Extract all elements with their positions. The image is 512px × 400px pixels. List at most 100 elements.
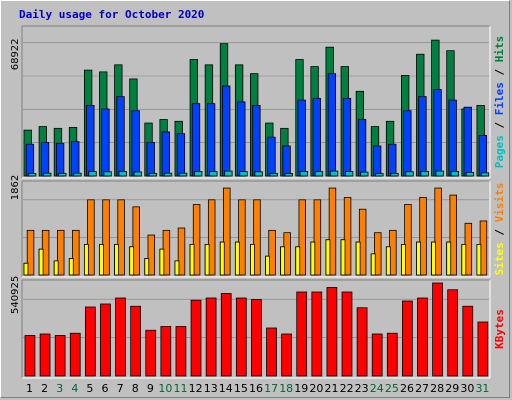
x-tick-label: 23 xyxy=(355,382,369,395)
x-tick-label: 30 xyxy=(460,382,474,395)
visits-bar xyxy=(449,194,457,276)
pages-bar xyxy=(420,171,429,177)
x-tick-label: 26 xyxy=(400,382,414,395)
pages-bar xyxy=(405,171,414,177)
visits-bar xyxy=(87,199,95,276)
sites-bar-front xyxy=(461,244,467,276)
visits-bar xyxy=(177,227,186,276)
x-tick-label: 15 xyxy=(234,382,248,395)
kbytes-bar xyxy=(447,289,459,377)
x-tick-label: 1 xyxy=(26,382,33,395)
x-tick-label: 2 xyxy=(41,382,48,395)
sites-bar-front xyxy=(401,244,406,276)
sites-bar-front xyxy=(83,244,89,276)
sites-bar-front xyxy=(385,246,391,276)
kbytes-bar xyxy=(462,305,474,377)
files-bar xyxy=(252,105,261,177)
kbytes-bar xyxy=(477,321,489,377)
pages-bar xyxy=(329,170,339,177)
kbytes-bar xyxy=(251,299,262,377)
sites-bar-front xyxy=(355,241,361,276)
pages-bar xyxy=(194,171,203,177)
kbytes-bar xyxy=(296,291,308,377)
visits-bar xyxy=(343,197,352,276)
kbytes-bar xyxy=(24,335,36,377)
sites-bar-front xyxy=(265,255,270,276)
files-bar xyxy=(237,101,246,177)
pages-bar xyxy=(299,171,309,177)
kbytes-bar xyxy=(371,333,383,377)
pages-bar xyxy=(88,171,97,177)
legend-files: Files xyxy=(493,82,506,115)
panel-1-ymax-label: 68922 xyxy=(10,38,21,70)
pages-bar xyxy=(450,171,460,177)
files-bar xyxy=(131,110,140,177)
visits-bar xyxy=(298,199,306,276)
x-tick-label: 25 xyxy=(385,382,399,395)
visits-bar xyxy=(117,199,125,276)
sites-bar-front xyxy=(174,260,180,276)
x-tick-label: 28 xyxy=(430,382,444,395)
sites-bar-front xyxy=(68,258,74,276)
pages-bar xyxy=(435,170,444,177)
sites-bar-front xyxy=(250,244,255,276)
kbytes-bar xyxy=(326,287,338,377)
legend-sites: Sites xyxy=(493,242,506,275)
kbytes-bar xyxy=(84,306,96,377)
x-tick-label: 11 xyxy=(174,382,188,395)
legend-kbytes: KBytes xyxy=(493,309,506,349)
x-tick-label: 21 xyxy=(324,382,338,395)
kbytes-bar xyxy=(175,326,187,377)
files-bar xyxy=(418,96,427,177)
sites-bar-front xyxy=(446,241,452,276)
x-tick-label: 22 xyxy=(340,382,354,395)
sites-bar-front xyxy=(431,241,437,276)
legend-separator: / xyxy=(493,222,506,242)
sites-bar-front xyxy=(23,262,29,276)
files-bar xyxy=(342,97,352,177)
panel-1-legend: Pages / Files / Hits xyxy=(493,36,506,169)
sites-bar-front xyxy=(144,258,150,276)
x-tick-label: 29 xyxy=(445,382,459,395)
sites-bar-front xyxy=(129,246,135,276)
sites-bar-front xyxy=(310,241,316,276)
visits-bar xyxy=(328,187,337,276)
kbytes-bar xyxy=(39,333,51,377)
kbytes-bar xyxy=(386,332,398,377)
x-tick-label: 20 xyxy=(309,382,323,395)
pages-bar xyxy=(148,172,158,177)
pages-bar xyxy=(178,172,188,177)
files-bar xyxy=(433,89,442,177)
x-tick-label: 27 xyxy=(415,382,429,395)
visits-bar xyxy=(313,199,322,276)
x-tick-label: 13 xyxy=(204,382,218,395)
legend-separator: / xyxy=(493,62,506,82)
files-bar xyxy=(357,119,367,177)
kbytes-bar xyxy=(432,282,443,377)
visits-bar xyxy=(268,229,276,276)
files-bar xyxy=(71,141,80,177)
files-bar xyxy=(373,145,382,177)
files-bar xyxy=(327,73,337,177)
x-tick-label: 9 xyxy=(147,382,154,395)
sites-bar-front xyxy=(234,241,240,276)
files-bar xyxy=(312,97,321,177)
kbytes-bar xyxy=(311,291,323,377)
sites-bar-front xyxy=(53,260,59,276)
panel-2-legend: Sites / Visits xyxy=(493,183,506,276)
x-tick-label: 17 xyxy=(264,382,278,395)
sites-bar-front xyxy=(325,239,331,276)
visits-bar xyxy=(192,204,201,276)
kbytes-bar xyxy=(356,307,368,377)
files-bar xyxy=(191,103,201,177)
kbytes-bar xyxy=(69,332,81,377)
files-bar xyxy=(146,142,155,177)
sites-bar-front xyxy=(476,244,482,276)
x-tick-label: 5 xyxy=(86,382,93,395)
panel-2-ymax-label: 1862 xyxy=(10,175,21,200)
kbytes-bar xyxy=(145,329,157,377)
x-tick-label: 19 xyxy=(294,382,308,395)
sites-bar-front xyxy=(114,244,119,276)
x-tick-label: 6 xyxy=(102,382,109,395)
sites-bar-front xyxy=(99,244,104,276)
